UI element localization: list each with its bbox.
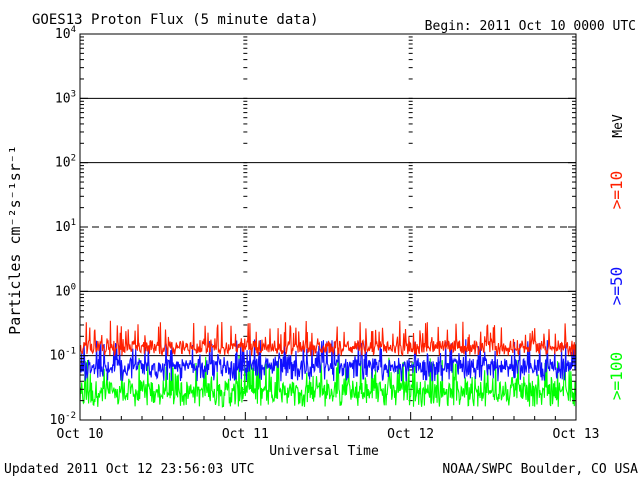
y-tick-label: 104 <box>55 25 76 42</box>
series-line <box>79 320 577 357</box>
day-boundary-ticks <box>243 36 413 421</box>
series-line <box>79 339 577 382</box>
x-axis-label: Universal Time <box>269 444 379 459</box>
reference-lines <box>80 97 576 357</box>
x-tick-label: Oct 11 <box>222 427 269 442</box>
legend-item: >=10 <box>607 171 626 210</box>
legend-item: >=100 <box>607 352 626 400</box>
y-axis: 104 103 102 101 100 10-1 10-2 <box>50 25 576 428</box>
series-layer <box>79 320 577 408</box>
x-tick-label: Oct 13 <box>553 427 600 442</box>
updated-timestamp: Updated 2011 Oct 12 23:56:03 UTC <box>4 462 254 477</box>
chart-title: GOES13 Proton Flux (5 minute data) <box>32 12 319 28</box>
y-tick-label: 10-1 <box>50 347 77 364</box>
y-tick-label: 101 <box>55 218 76 235</box>
begin-time-label: Begin: 2011 Oct 10 0000 UTC <box>425 19 636 34</box>
x-axis: Oct 10 Oct 11 Oct 12 Oct 13 <box>57 412 600 442</box>
y-tick-label: 102 <box>55 154 76 171</box>
y-axis-label: Particles cm⁻²s⁻¹sr⁻¹ <box>6 145 24 335</box>
legend: >=10 >=50 >=100 <box>607 171 626 400</box>
legend-item: >=50 <box>607 267 626 306</box>
y-tick-label: 103 <box>55 89 76 106</box>
legend-unit: MeV <box>611 114 626 138</box>
x-tick-label: Oct 10 <box>57 427 104 442</box>
x-tick-label: Oct 12 <box>387 427 434 442</box>
data-source: NOAA/SWPC Boulder, CO USA <box>442 462 638 477</box>
y-tick-label: 10-2 <box>50 411 77 428</box>
series-line <box>79 355 577 408</box>
y-tick-label: 100 <box>55 282 76 299</box>
